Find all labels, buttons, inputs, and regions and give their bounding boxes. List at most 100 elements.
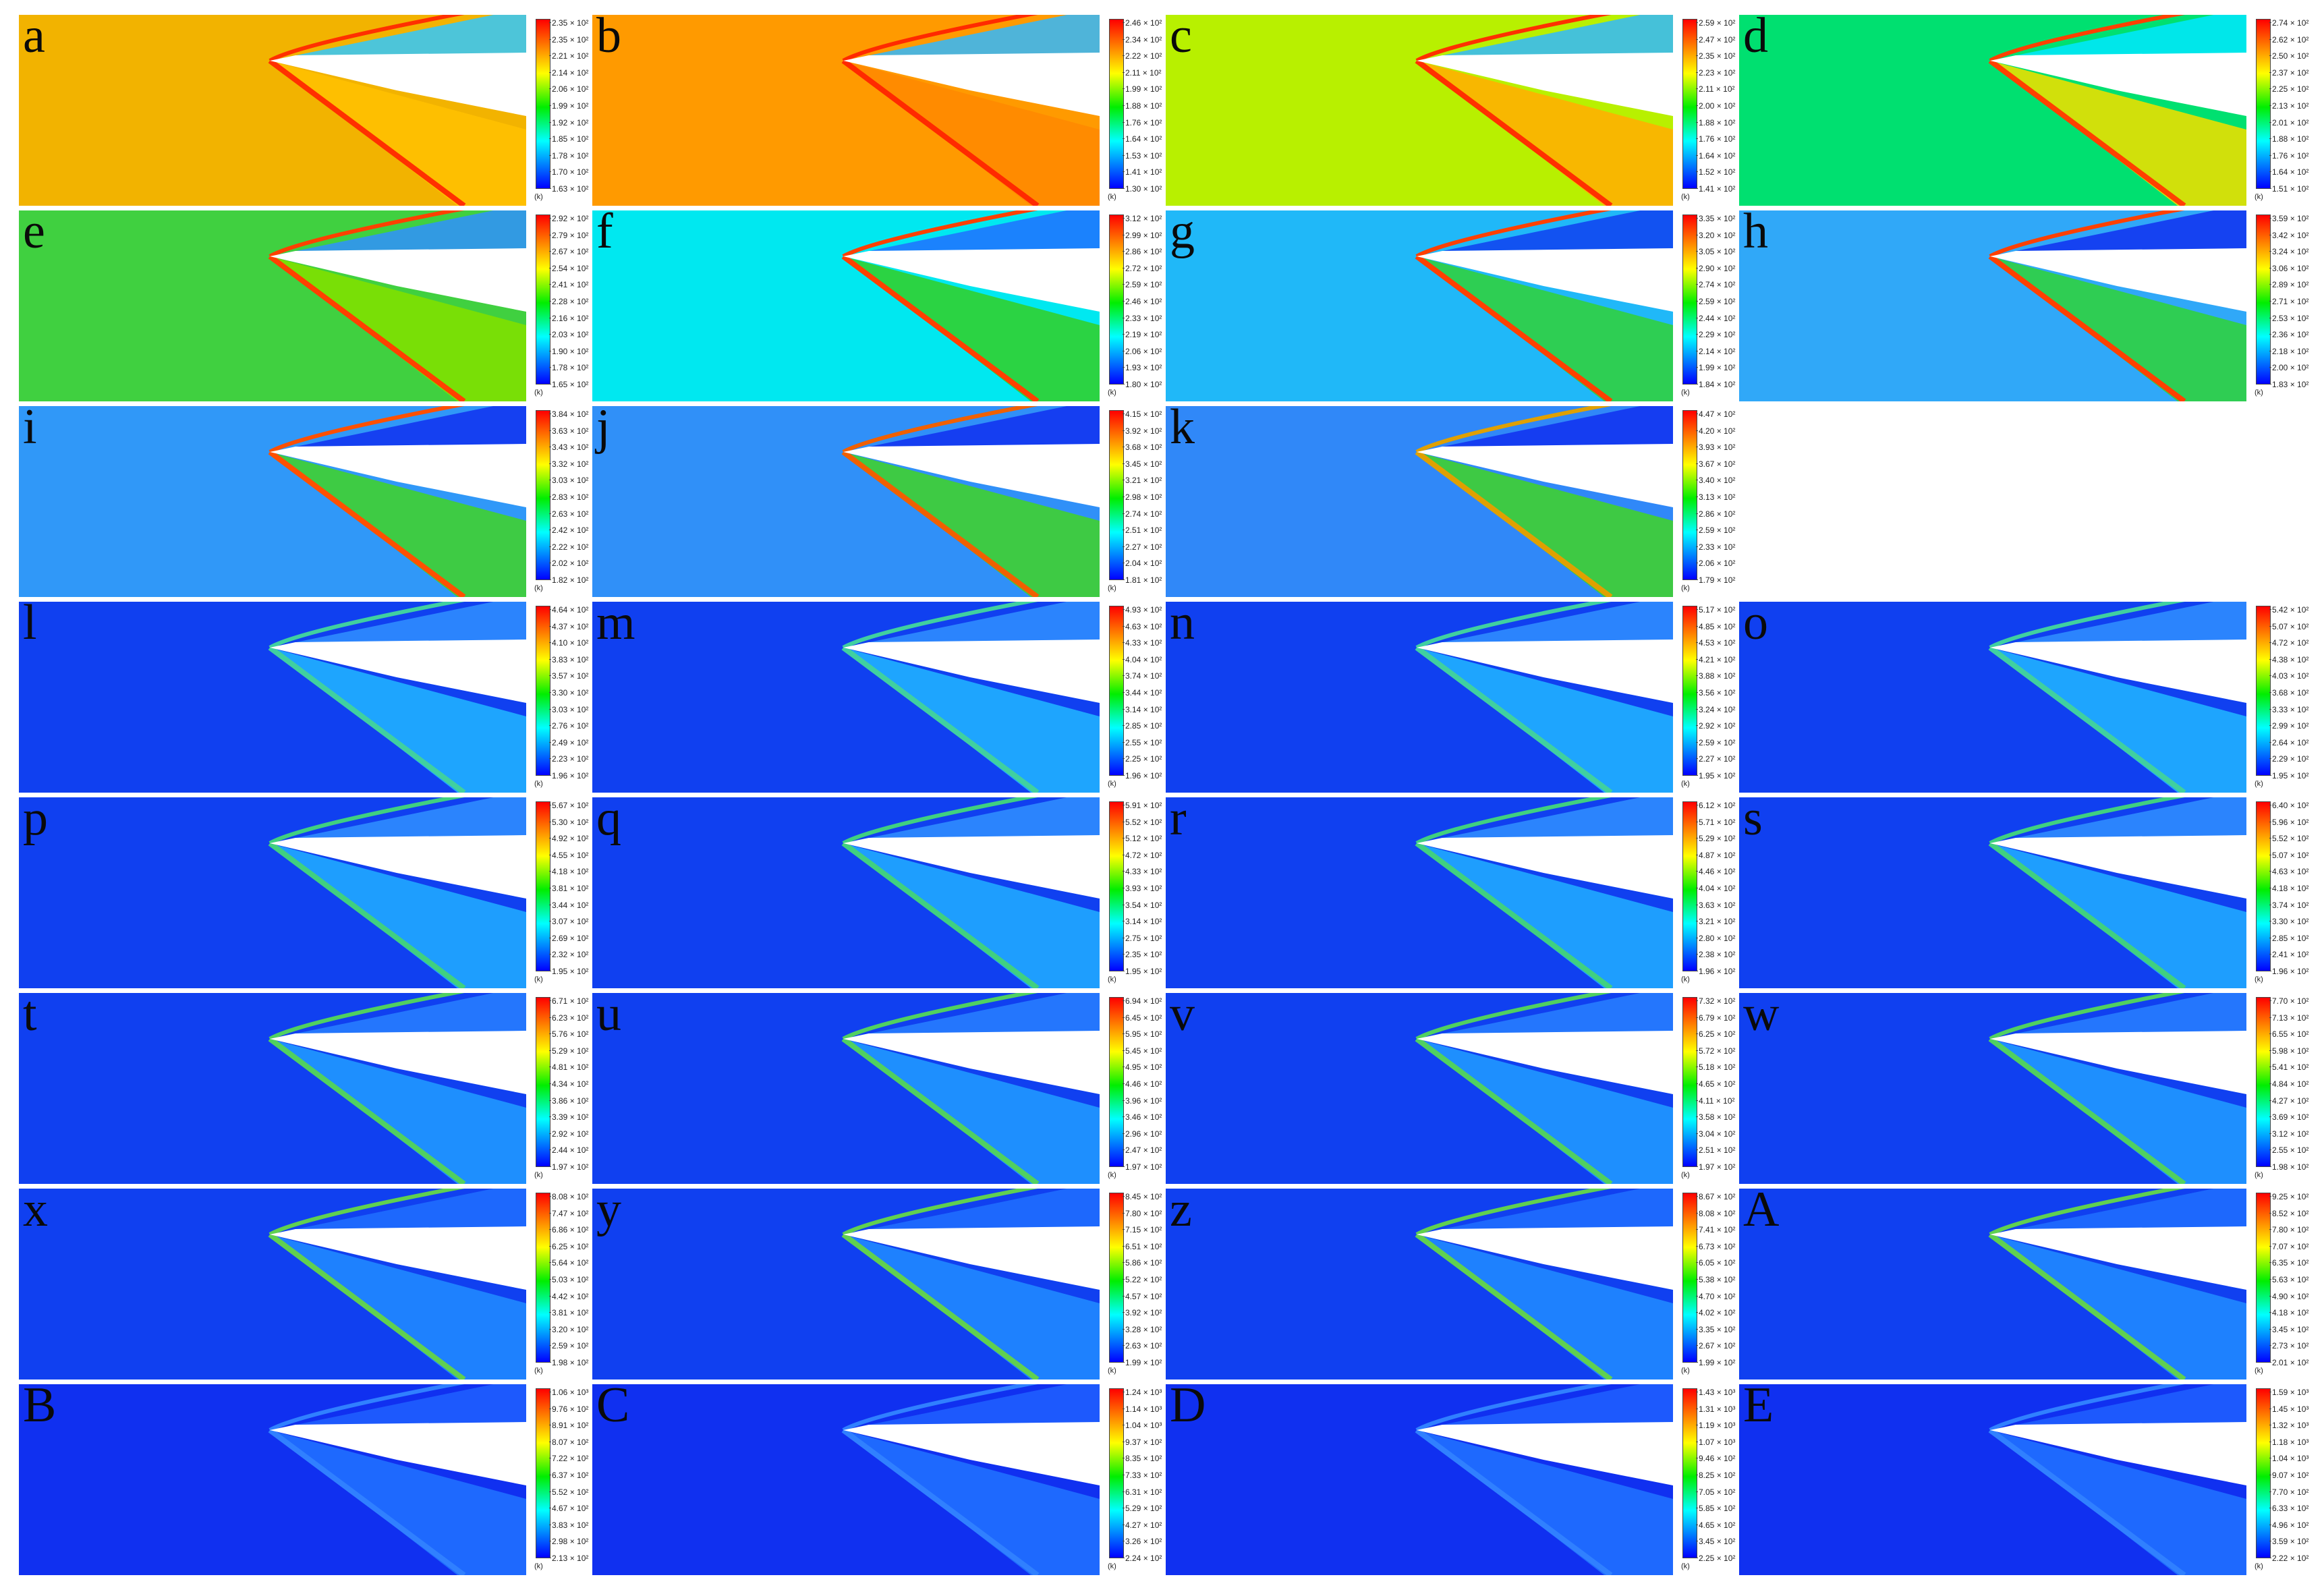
- colorbar-unit: (k): [534, 193, 543, 201]
- contour-panel-m: m 4.93 × 10² 4.63 × 10² 4.33 × 10² 4.04 × 10…: [592, 598, 1162, 793]
- colorbar-tick-label: 4.33 × 10²: [1122, 638, 1162, 648]
- colorbar-tick-label: 2.32 × 10²: [548, 950, 589, 960]
- colorbar-unit: (k): [534, 975, 543, 984]
- upper-shock-line: [1989, 1189, 2185, 1236]
- lower-shock-line: [841, 1232, 1040, 1380]
- flow-field-image: [1739, 602, 2246, 793]
- colorbar-tick-label: 5.12 × 10²: [1122, 834, 1162, 844]
- contour-panel-C: C 1.24 × 10³ 1.14 × 10³ 1.04 × 10³ 9.37 × 10…: [592, 1380, 1162, 1575]
- colorbar-tick-label: 7.47 × 10²: [548, 1208, 589, 1218]
- colorbar-tick-label: 1.99 × 10²: [548, 101, 589, 111]
- lower-shock-line: [1988, 841, 2186, 988]
- colorbar: [1682, 606, 1697, 776]
- colorbar-tick-label: 5.86 × 10²: [1122, 1258, 1162, 1268]
- temperature-legend: 2.92 × 10² 2.79 × 10² 2.67 × 10² 2.54 × 10²…: [530, 215, 588, 399]
- lower-shock-layer: [1417, 61, 1673, 206]
- colorbar-tick-label: 1.82 × 10²: [548, 575, 589, 585]
- colorbar-tick-label: 1.95 × 10²: [1695, 771, 1736, 780]
- lower-shock-layer: [270, 1234, 526, 1380]
- colorbar-unit: (k): [1681, 584, 1690, 592]
- contour-panel-j: j 4.15 × 10² 3.92 × 10² 3.68 × 10² 3.45 × 10…: [592, 402, 1162, 597]
- colorbar-tick-label: 5.67 × 10²: [548, 801, 589, 810]
- contour-panel-o: o 5.42 × 10² 5.07 × 10² 4.72 × 10² 4.38 × 10…: [1739, 598, 2309, 793]
- colorbar-tick-label: 5.71 × 10²: [1695, 817, 1736, 827]
- panel-letter: s: [1743, 791, 1763, 846]
- colorbar: [1109, 801, 1124, 971]
- colorbar-tick-label: 1.64 × 10²: [2269, 167, 2309, 177]
- colorbar-tick-label: 4.53 × 10²: [1695, 638, 1736, 648]
- panel-letter: A: [1743, 1182, 1780, 1237]
- colorbar-tick-label: 5.29 × 10²: [548, 1046, 589, 1056]
- colorbar-tick-label: 1.96 × 10²: [1122, 771, 1162, 780]
- panel-letter: j: [596, 399, 611, 455]
- colorbar-tick-label: 2.99 × 10²: [1122, 230, 1162, 240]
- panel-letter: g: [1170, 204, 1195, 259]
- lower-shock-layer: [843, 1430, 1100, 1575]
- colorbar-tick-label: 2.44 × 10²: [548, 1145, 589, 1156]
- colorbar-tick-label: 3.57 × 10²: [548, 671, 589, 681]
- flow-field-image: [1739, 1384, 2246, 1575]
- colorbar-tick-label: 1.07 × 10³: [1695, 1437, 1736, 1447]
- colorbar: [2256, 997, 2271, 1167]
- colorbar-tick-label: 1.78 × 10²: [548, 363, 589, 373]
- colorbar-tick-label: 1.90 × 10²: [548, 346, 589, 356]
- colorbar-unit: (k): [534, 1367, 543, 1375]
- colorbar-tick-label: 5.52 × 10²: [1122, 817, 1162, 827]
- colorbar-tick-label: 2.42 × 10²: [548, 525, 589, 536]
- lower-shock-line: [841, 1427, 1040, 1575]
- colorbar-tick-label: 1.83 × 10²: [2269, 380, 2309, 389]
- contour-panel-c: c 2.59 × 10² 2.47 × 10² 2.35 × 10² 2.23 × 10…: [1166, 11, 1736, 206]
- colorbar-tick-label: 2.49 × 10²: [548, 737, 589, 747]
- colorbar-tick-label: 6.23 × 10²: [548, 1013, 589, 1023]
- lower-shock-layer: [1417, 648, 1673, 793]
- lower-shock-layer: [270, 843, 526, 988]
- vehicle-body: [1990, 1422, 2246, 1485]
- flow-field-image: [19, 406, 526, 597]
- contour-panel-k: k 4.47 × 10² 4.20 × 10² 3.93 × 10² 3.67 × 10…: [1166, 402, 1736, 597]
- colorbar-tick-label: 2.06 × 10²: [1122, 346, 1162, 356]
- colorbar-unit: (k): [1108, 975, 1116, 984]
- colorbar-tick-label: 2.34 × 10²: [1122, 34, 1162, 45]
- upper-shock-line: [842, 210, 1038, 258]
- lower-shock-layer: [1417, 1430, 1673, 1575]
- colorbar-tick-label: 2.74 × 10²: [1695, 280, 1736, 290]
- colorbar-tick-label: 2.89 × 10²: [2269, 280, 2309, 290]
- colorbar-tick-label: 3.83 × 10²: [548, 1520, 589, 1530]
- contour-panel-d: d 2.74 × 10² 2.62 × 10² 2.50 × 10² 2.37 × 10…: [1739, 11, 2309, 206]
- lower-shock-line: [1415, 58, 1613, 206]
- colorbar-unit: (k): [534, 1562, 543, 1570]
- upper-shock-line: [1989, 210, 2185, 258]
- colorbar-tick-label: 4.63 × 10²: [1122, 621, 1162, 631]
- colorbar-tick-label: 3.58 × 10²: [1695, 1112, 1736, 1122]
- colorbar-tick-label: 5.52 × 10²: [548, 1487, 589, 1497]
- colorbar-tick-label: 5.30 × 10²: [548, 817, 589, 827]
- colorbar-tick-label: 4.46 × 10²: [1695, 867, 1736, 877]
- panel-letter: f: [596, 204, 613, 259]
- colorbar-tick-label: 3.35 × 10²: [1695, 214, 1736, 223]
- flow-field-image: [1166, 1189, 1673, 1380]
- colorbar-tick-label: 2.22 × 10²: [2269, 1554, 2309, 1563]
- colorbar-tick-label: 1.96 × 10²: [548, 771, 589, 780]
- colorbar: [1682, 215, 1697, 385]
- colorbar-tick-label: 2.59 × 10²: [1122, 280, 1162, 290]
- colorbar-unit: (k): [1681, 193, 1690, 201]
- contour-panel-E: E 1.59 × 10³ 1.45 × 10³ 1.32 × 10³ 1.18 × 10…: [1739, 1380, 2309, 1575]
- flow-field-image: [1166, 797, 1673, 988]
- flow-field-image: [19, 1189, 526, 1380]
- colorbar-unit: (k): [1681, 1367, 1690, 1375]
- colorbar-tick-label: 2.51 × 10²: [1122, 525, 1162, 536]
- colorbar-tick-label: 3.46 × 10²: [1122, 1112, 1162, 1122]
- colorbar-tick-label: 2.14 × 10²: [1695, 346, 1736, 356]
- colorbar-tick-label: 6.25 × 10²: [548, 1241, 589, 1251]
- contour-panel-h: h 3.59 × 10² 3.42 × 10² 3.24 × 10² 3.06 × 10…: [1739, 206, 2309, 401]
- colorbar-tick-label: 1.88 × 10²: [2269, 134, 2309, 144]
- colorbar-tick-label: 3.74 × 10²: [2269, 900, 2309, 910]
- colorbar-tick-label: 2.35 × 10²: [1695, 51, 1736, 61]
- colorbar-tick-label: 2.38 × 10²: [1695, 950, 1736, 960]
- colorbar-tick-label: 5.91 × 10²: [1122, 801, 1162, 810]
- temperature-legend: 6.94 × 10² 6.45 × 10² 5.95 × 10² 5.45 × 10²…: [1104, 997, 1162, 1182]
- upper-shock-line: [1415, 210, 1612, 258]
- colorbar-tick-label: 2.03 × 10²: [548, 330, 589, 340]
- colorbar-tick-label: 3.92 × 10²: [1122, 1308, 1162, 1318]
- colorbar-tick-label: 3.88 × 10²: [1695, 671, 1736, 681]
